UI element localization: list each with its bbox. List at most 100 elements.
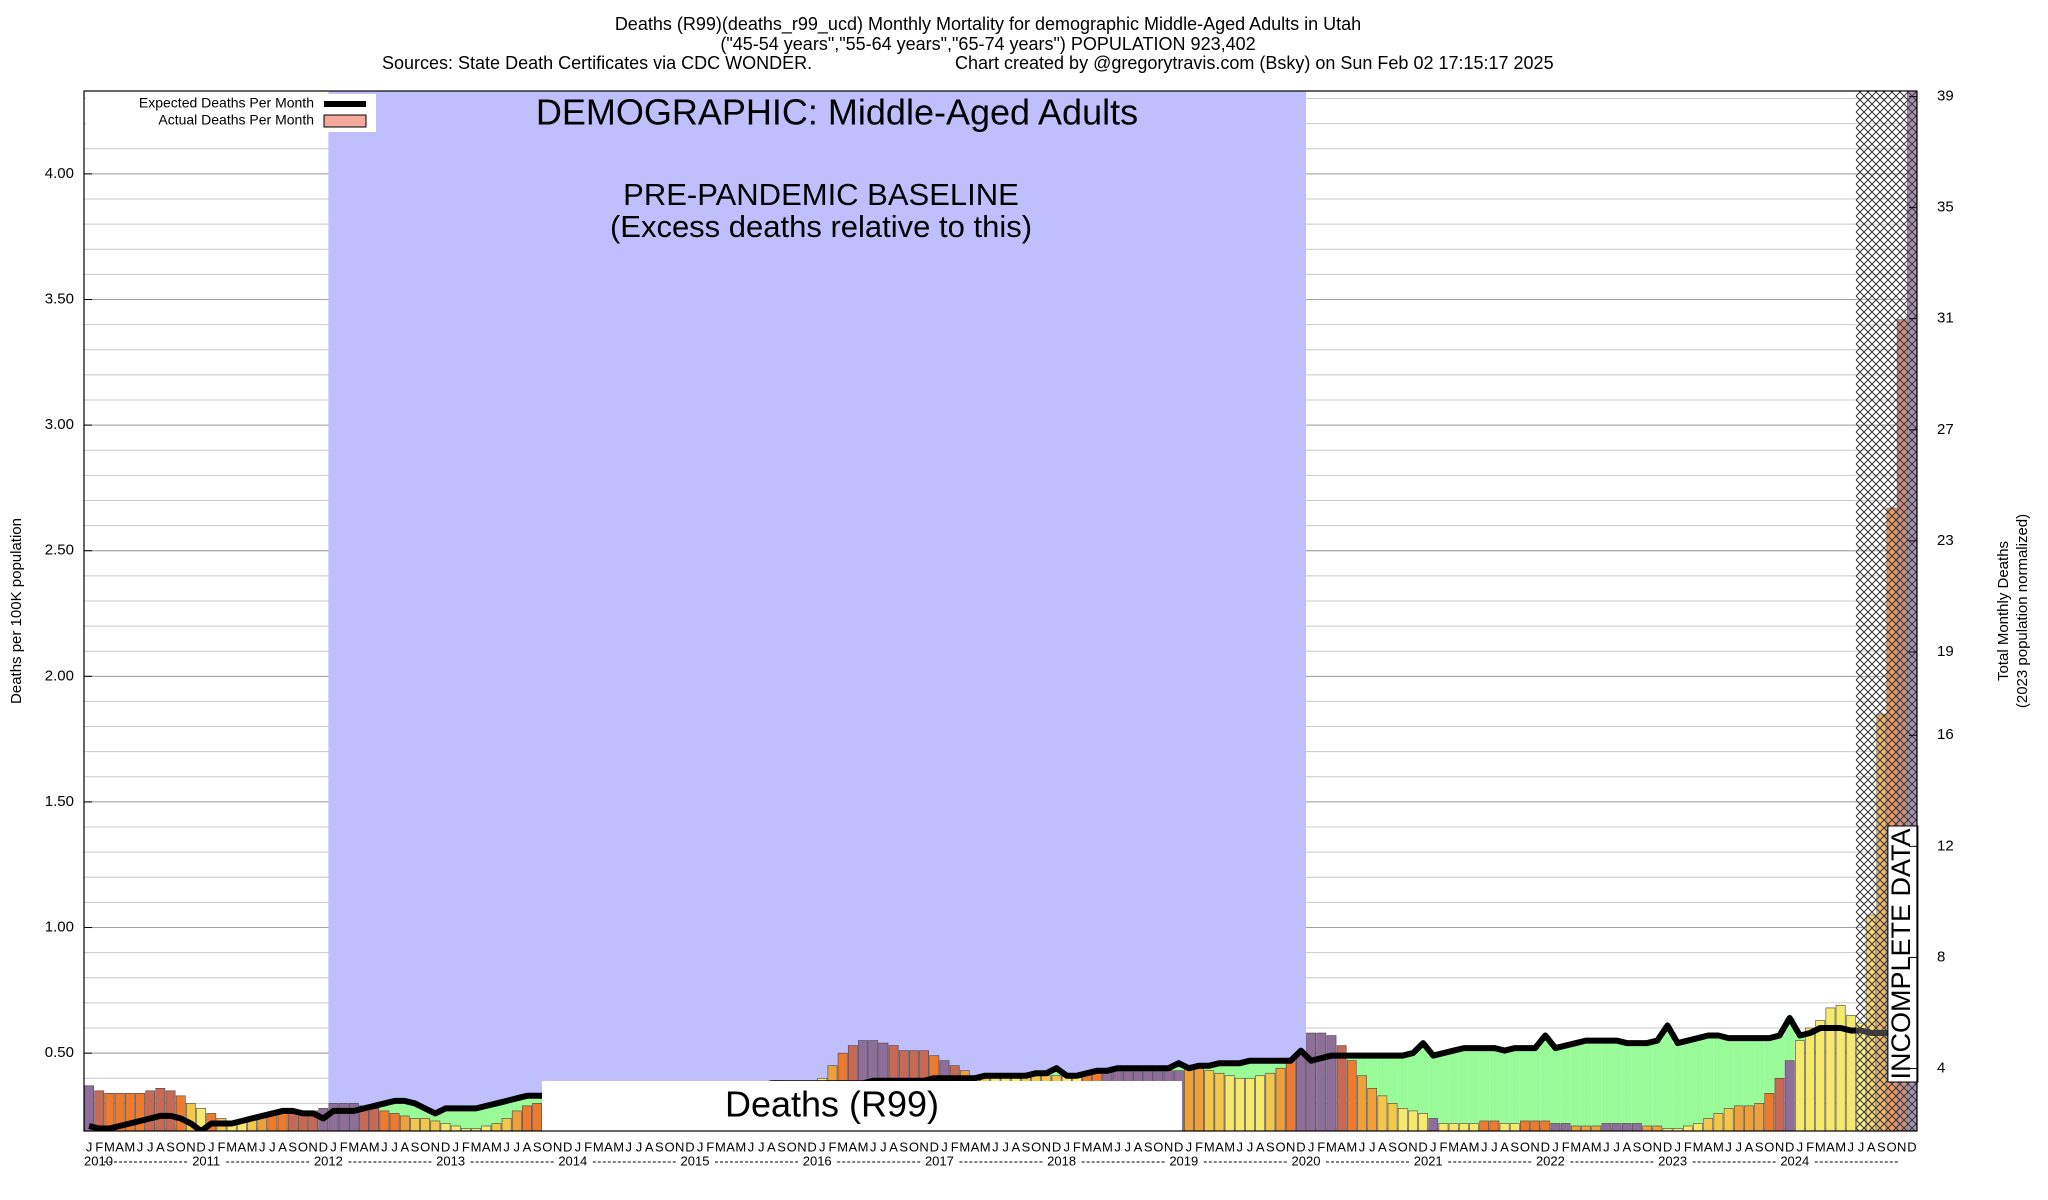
x-tick-label: J (870, 1139, 877, 1154)
x-tick-label: M (247, 1139, 258, 1154)
x-tick-label: J (391, 1139, 398, 1154)
year-label: 2012 (314, 1153, 343, 1168)
deficit-fill (1418, 1043, 1429, 1114)
x-tick-label: M (1835, 1139, 1846, 1154)
x-tick-label: J (1481, 1139, 1488, 1154)
bar (389, 1113, 400, 1131)
baseline-region (328, 91, 1306, 1131)
x-tick-label: M (980, 1139, 991, 1154)
bar (328, 1103, 339, 1131)
bar (1601, 1123, 1612, 1131)
x-tick-label: N (1897, 1139, 1906, 1154)
x-tick-label: F (1317, 1139, 1325, 1154)
x-tick-label: A (1093, 1139, 1102, 1154)
deficit-fill (1407, 1053, 1419, 1111)
x-tick-label: N (1653, 1139, 1662, 1154)
x-tick-label: O (1275, 1139, 1285, 1154)
x-tick-label: A (360, 1139, 369, 1154)
x-tick-label: J (992, 1139, 999, 1154)
x-tick-label: F (584, 1139, 592, 1154)
x-tick-label: J (941, 1139, 948, 1154)
bar (1744, 1105, 1754, 1131)
y-tick-label: 2.50 (45, 542, 74, 559)
x-tick-label: F (706, 1139, 714, 1154)
x-tick-label: J (1725, 1139, 1732, 1154)
x-tick-label: N (1530, 1139, 1539, 1154)
x-tick-label: J (1674, 1139, 1681, 1154)
x-tick-label: N (1408, 1139, 1417, 1154)
x-tick-label: J (1308, 1139, 1315, 1154)
bar (338, 1103, 349, 1131)
deficit-fill (399, 1100, 410, 1116)
x-tick-label: J (1125, 1139, 1132, 1154)
x-tick-label: F (1684, 1139, 1692, 1154)
bar (1357, 1075, 1367, 1131)
x-tick-label: A (482, 1139, 491, 1154)
bar (1845, 1015, 1856, 1131)
x-tick-label: J (330, 1139, 337, 1154)
year-label: 2020 (1292, 1153, 1321, 1168)
x-tick-label: A (604, 1139, 613, 1154)
x-tick-label: A (115, 1139, 124, 1154)
x-tick-label: A (1826, 1139, 1835, 1154)
x-tick-label: S (1022, 1139, 1031, 1154)
bar (1489, 1120, 1500, 1131)
bar (1805, 1027, 1815, 1131)
y-tick-label: 3.50 (45, 290, 74, 307)
year-label: 2024 (1780, 1153, 1809, 1168)
bar (135, 1093, 145, 1131)
deficit-fill (1468, 1048, 1480, 1124)
overlay: INCOMPLETE DATA DEMOGRAPHIC: Middle-Aged … (536, 91, 1919, 1131)
x-tick-label: O (664, 1139, 674, 1154)
bar (1764, 1093, 1775, 1131)
x-tick-label: F (1562, 1139, 1570, 1154)
bar (1550, 1123, 1561, 1131)
x-tick-label: A (1011, 1139, 1020, 1154)
x-tick-label: M (1469, 1139, 1480, 1154)
x-tick-label: J (514, 1139, 521, 1154)
bar (1591, 1125, 1602, 1131)
bar (155, 1087, 166, 1131)
deficit-fill (1591, 1040, 1602, 1126)
x-tick-label: S (1510, 1139, 1519, 1154)
x-tick-label: A (1256, 1139, 1265, 1154)
deficit-fill (440, 1108, 451, 1124)
x-tick-label: F (1195, 1139, 1203, 1154)
deficit-fill (1672, 1043, 1683, 1129)
bar (1418, 1113, 1429, 1131)
x-tick-label: M (1815, 1139, 1826, 1154)
bar (1795, 1040, 1805, 1131)
x-tick-label: N (1164, 1139, 1173, 1154)
x-tick-label: N (919, 1139, 928, 1154)
deficit-fill (1387, 1055, 1398, 1104)
year-label: 2018 (1047, 1153, 1076, 1168)
year-label: 2017 (925, 1153, 954, 1168)
x-tick-label: N (1775, 1139, 1784, 1154)
x-tick-label: M (1224, 1139, 1235, 1154)
x-tick-label: M (369, 1139, 380, 1154)
x-tick-label: O (1153, 1139, 1163, 1154)
x-tick-label: M (1102, 1139, 1113, 1154)
deficit-fill (1631, 1043, 1643, 1124)
annotation: DEMOGRAPHIC: Middle-Aged Adults (536, 92, 1138, 133)
year-label: 2019 (1169, 1153, 1198, 1168)
bar (1377, 1095, 1388, 1131)
y2-tick-label: 12 (1937, 837, 1954, 854)
deficit-fill (521, 1095, 533, 1106)
x-tick-label: A (1622, 1139, 1631, 1154)
x-tick-label: D (563, 1139, 572, 1154)
bar (1774, 1077, 1785, 1131)
deficit-fill (1652, 1040, 1663, 1126)
x-tick-label: O (1031, 1139, 1041, 1154)
bar (104, 1093, 115, 1131)
bar (1652, 1125, 1663, 1131)
incomplete-label-box (1887, 825, 1919, 1083)
x-tick-label: J (1797, 1139, 1804, 1154)
x-tick-label: A (1337, 1139, 1346, 1154)
credit: Chart created by @gregorytravis.com (Bsk… (955, 53, 1554, 73)
x-tick-label: D (1541, 1139, 1550, 1154)
year-label: 2011 (192, 1153, 220, 1168)
x-tick-label: M (1082, 1139, 1093, 1154)
y-tick-label: 4.00 (45, 165, 74, 182)
x-tick-label: N (308, 1139, 317, 1154)
